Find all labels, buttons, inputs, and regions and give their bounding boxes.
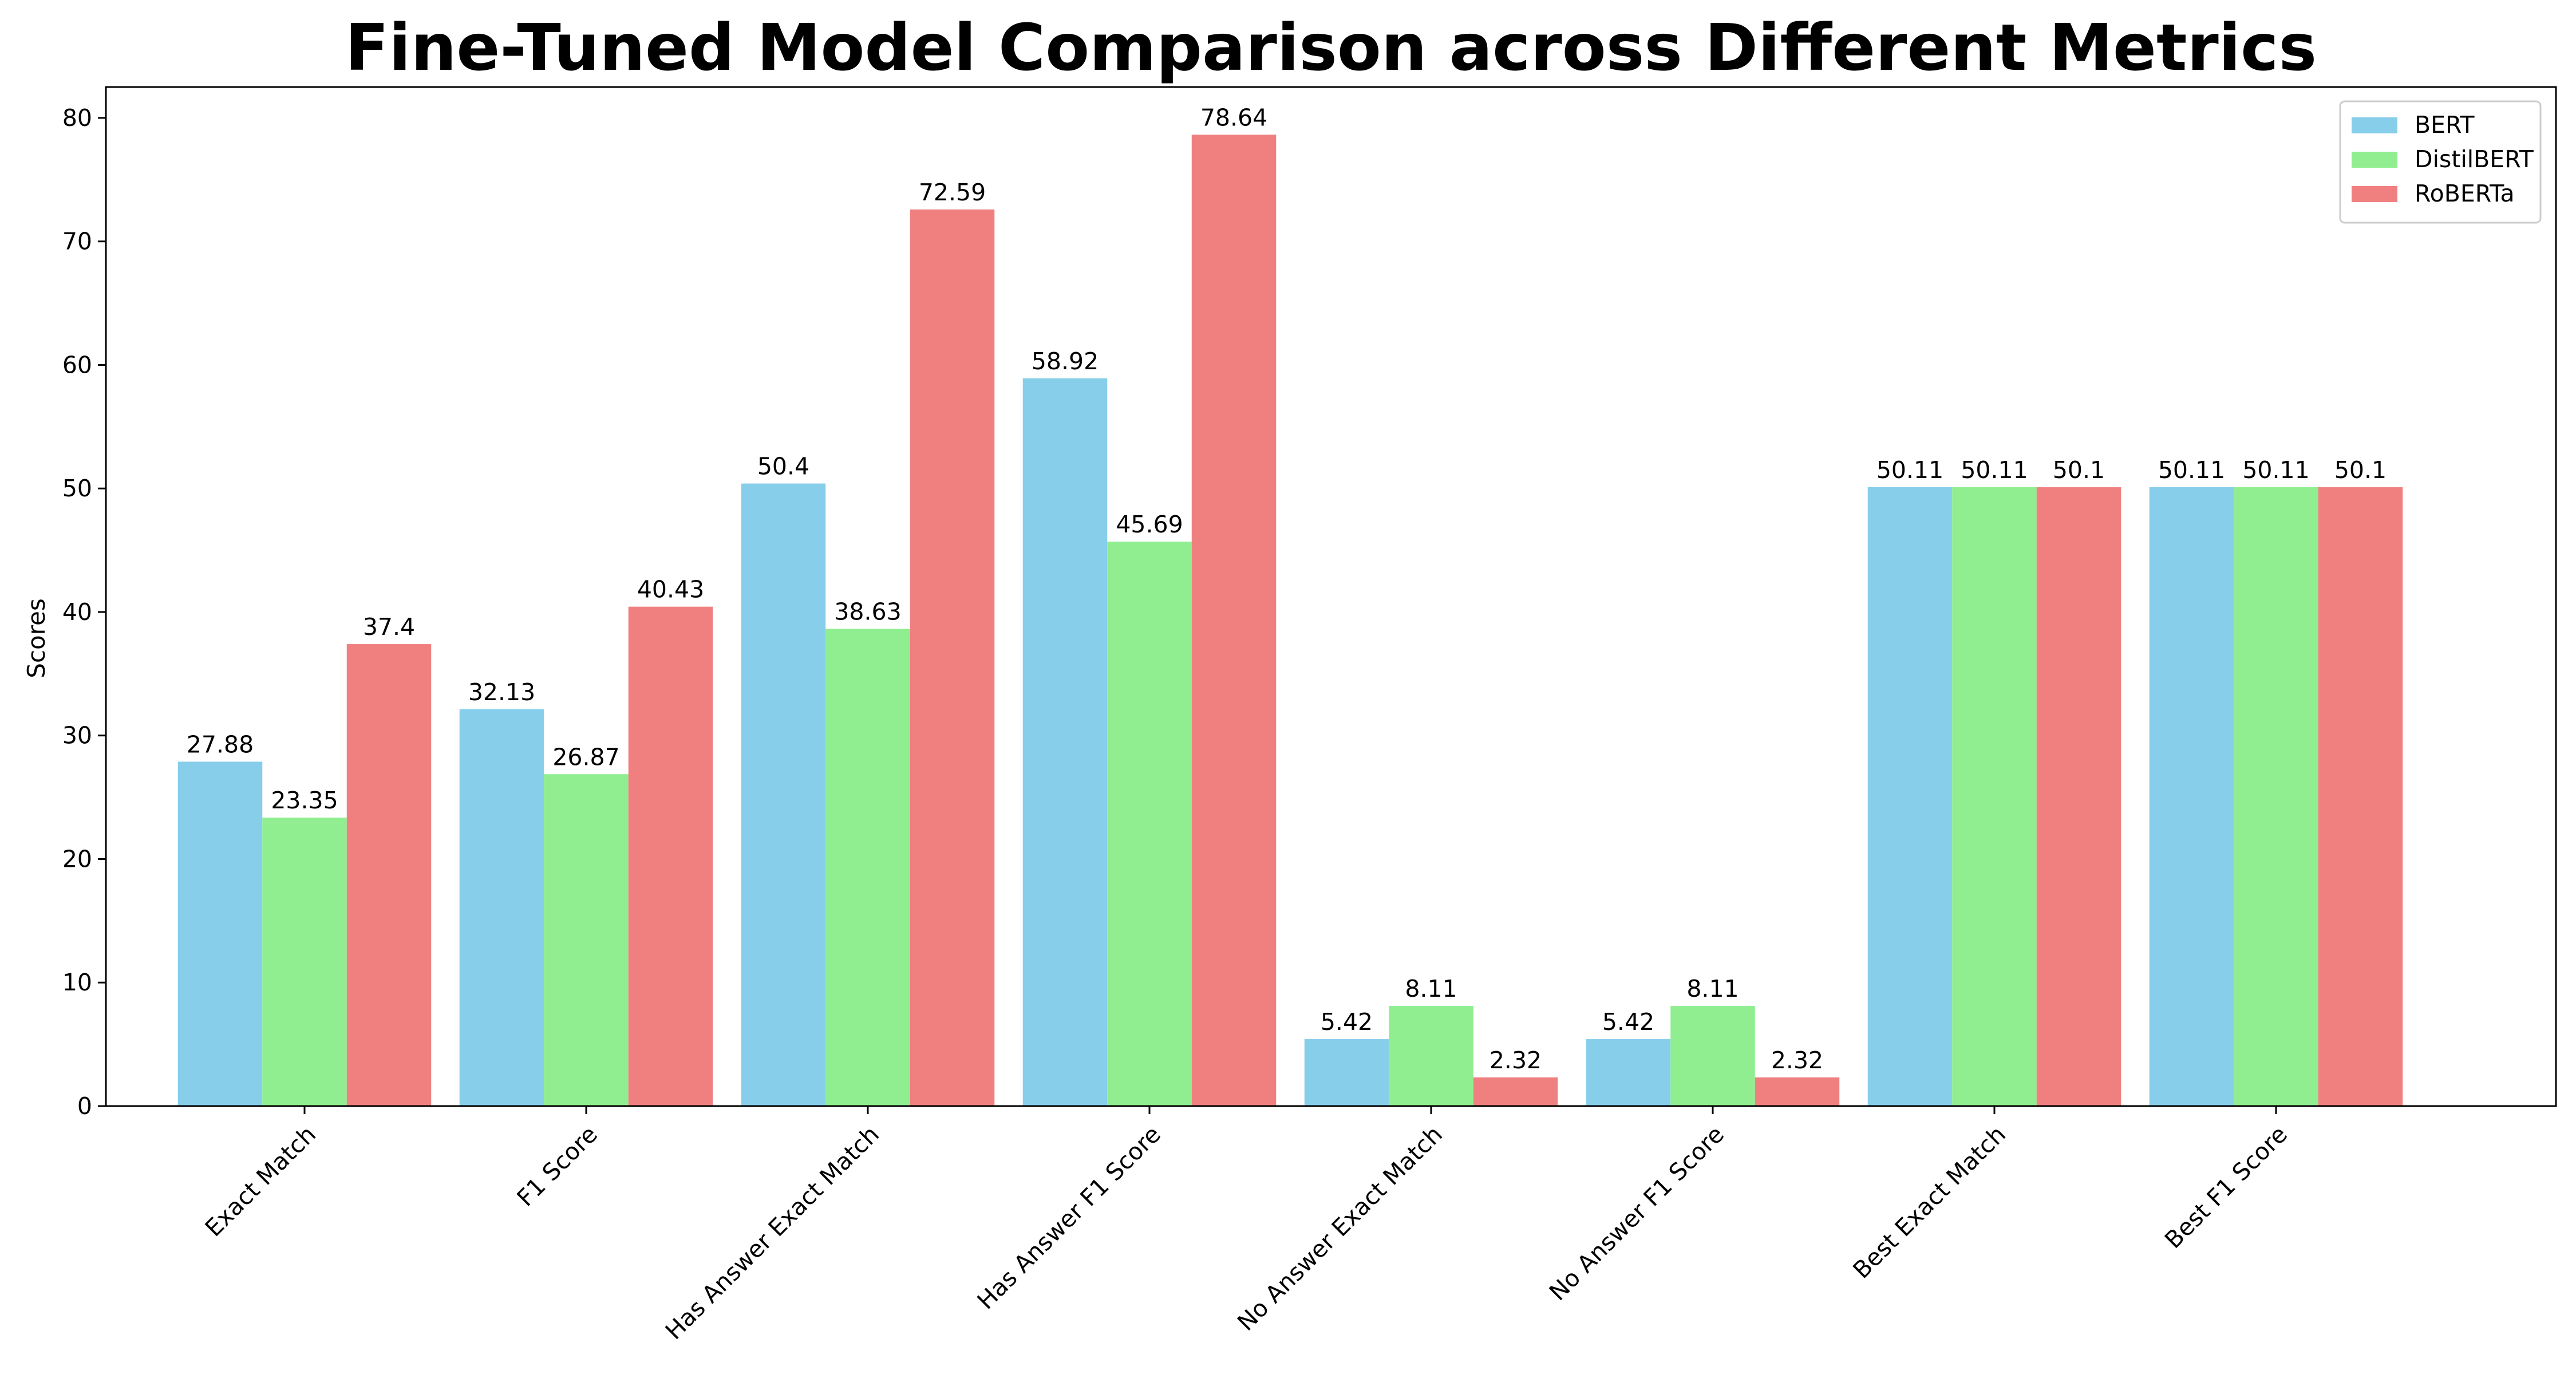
y-tick-label: 40 <box>62 598 92 626</box>
bar <box>1107 542 1192 1106</box>
data-label: 2.32 <box>1771 1047 1823 1074</box>
legend: BERT DistilBERT RoBERTa <box>2339 100 2542 224</box>
y-tick-label: 30 <box>62 722 92 749</box>
data-label: 27.88 <box>187 731 254 758</box>
bar <box>1191 135 1277 1106</box>
y-tick-label: 60 <box>62 351 92 378</box>
y-tick-label: 50 <box>62 475 92 502</box>
data-label: 50.11 <box>2242 456 2309 484</box>
bar <box>1867 487 1953 1106</box>
legend-label: DistilBERT <box>2415 145 2534 173</box>
bar <box>1586 1039 1671 1106</box>
legend-swatch <box>2352 186 2397 202</box>
data-label: 40.43 <box>637 576 704 603</box>
bar <box>910 209 995 1106</box>
data-label: 78.64 <box>1200 104 1267 131</box>
data-label: 50.1 <box>2053 456 2105 484</box>
legend-swatch <box>2352 117 2397 133</box>
bar <box>1022 378 1108 1106</box>
bar <box>741 483 826 1107</box>
bar <box>1952 487 2037 1106</box>
axes-frame <box>105 86 2557 1107</box>
data-label: 26.87 <box>552 743 619 771</box>
data-label: 50.11 <box>2158 456 2225 484</box>
bar <box>2234 487 2318 1106</box>
data-label: 58.92 <box>1032 348 1099 375</box>
y-axis-label: Scores <box>22 598 50 678</box>
bar <box>1473 1077 1558 1106</box>
data-label: 5.42 <box>1321 1008 1373 1036</box>
bar <box>628 606 713 1106</box>
data-label: 38.63 <box>834 598 901 626</box>
legend-swatch <box>2352 152 2397 168</box>
data-label: 8.11 <box>1686 975 1739 1002</box>
y-tick-label: 20 <box>62 845 92 872</box>
bar <box>1389 1006 1473 1106</box>
bar <box>825 629 910 1106</box>
data-label: 50.11 <box>1961 456 2028 484</box>
data-label: 50.1 <box>2334 456 2387 484</box>
bar <box>1755 1077 1840 1106</box>
bar <box>2318 487 2403 1106</box>
data-label: 32.13 <box>468 678 535 706</box>
data-label: 8.11 <box>1405 975 1457 1002</box>
bar <box>2149 487 2234 1106</box>
data-label: 50.4 <box>757 453 809 480</box>
legend-label: RoBERTa <box>2415 180 2515 207</box>
data-label: 50.11 <box>1876 456 1943 484</box>
data-label: 37.4 <box>363 613 415 641</box>
bar <box>346 644 432 1106</box>
chart-title: Fine-Tuned Model Comparison across Diffe… <box>345 11 2317 85</box>
bar <box>544 774 629 1106</box>
bar <box>262 818 347 1106</box>
y-tick-label: 0 <box>77 1092 92 1120</box>
data-label: 45.69 <box>1116 511 1183 538</box>
data-label: 2.32 <box>1490 1047 1542 1074</box>
data-label: 72.59 <box>919 179 986 206</box>
data-label: 5.42 <box>1602 1008 1654 1036</box>
bar <box>177 761 263 1106</box>
y-tick-label: 10 <box>62 969 92 996</box>
bar <box>2036 487 2121 1106</box>
legend-label: BERT <box>2415 111 2475 139</box>
bar <box>459 709 544 1106</box>
bar <box>1304 1039 1389 1106</box>
y-tick-label: 80 <box>62 104 92 132</box>
bar <box>1670 1006 1755 1106</box>
data-label: 23.35 <box>271 787 338 814</box>
y-tick-label: 70 <box>62 228 92 255</box>
